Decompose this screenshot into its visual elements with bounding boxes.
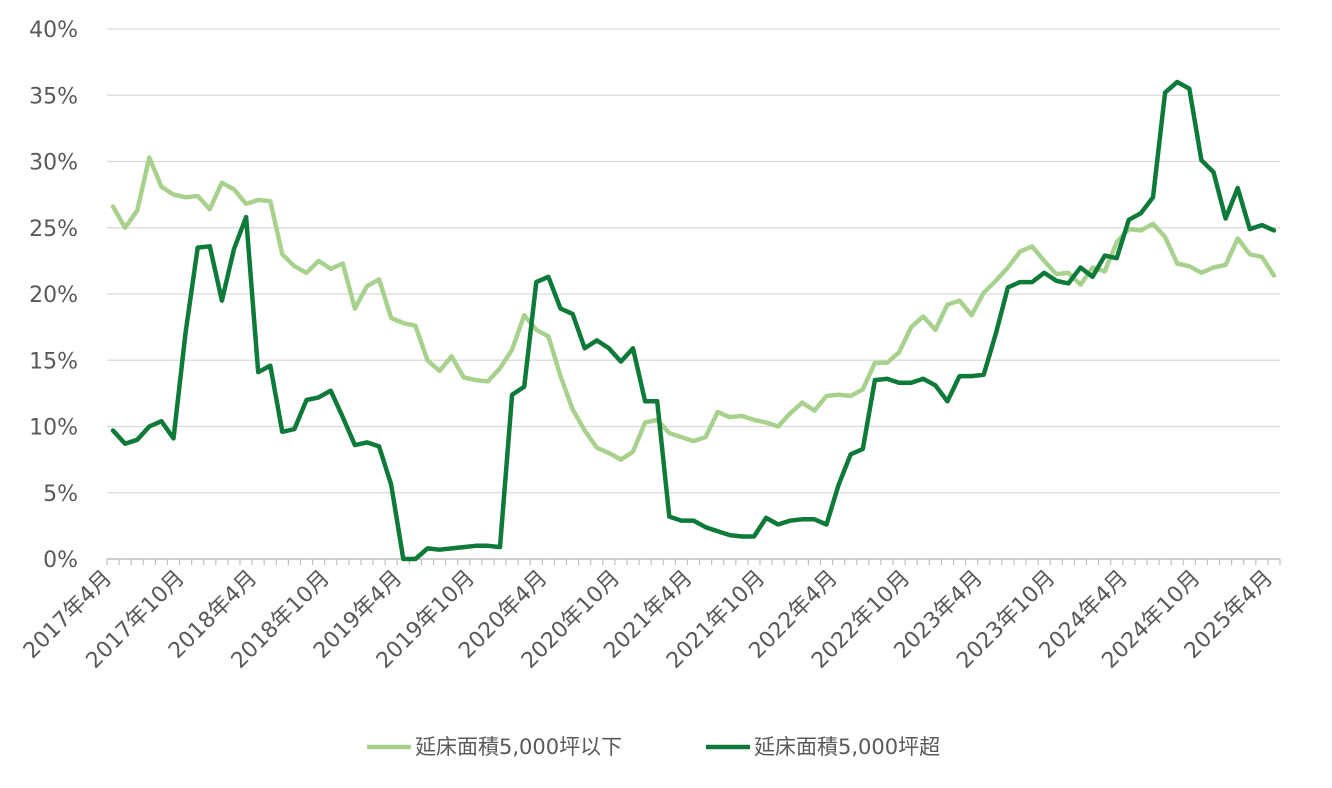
legend-label-series-1: 延床面積5,000坪以下 [415, 735, 622, 759]
series-line-2 [110, 79, 1277, 562]
series-lines [110, 79, 1277, 562]
y-tick-label: 40% [29, 18, 78, 43]
gridlines [107, 28, 1280, 494]
y-tick-label: 20% [29, 283, 78, 308]
y-tick-label: 0% [43, 548, 78, 573]
series-line-1 [110, 155, 1277, 462]
y-tick-label: 10% [29, 416, 78, 441]
y-tick-label: 5% [43, 482, 78, 507]
y-tick-label: 35% [29, 84, 78, 109]
x-axis: 2017年4月2017年10月2018年4月2018年10月2019年4月201… [19, 558, 1281, 674]
y-tick-label: 30% [29, 151, 78, 176]
y-axis: 0% 5% 10% 15% 20% 25% 30% 35% 40% [29, 18, 78, 573]
y-tick-label: 25% [29, 217, 78, 242]
legend: 延床面積5,000坪以下 延床面積5,000坪超 [367, 735, 940, 759]
legend-label-series-2: 延床面積5,000坪超 [754, 735, 940, 759]
y-tick-label: 15% [29, 349, 78, 374]
